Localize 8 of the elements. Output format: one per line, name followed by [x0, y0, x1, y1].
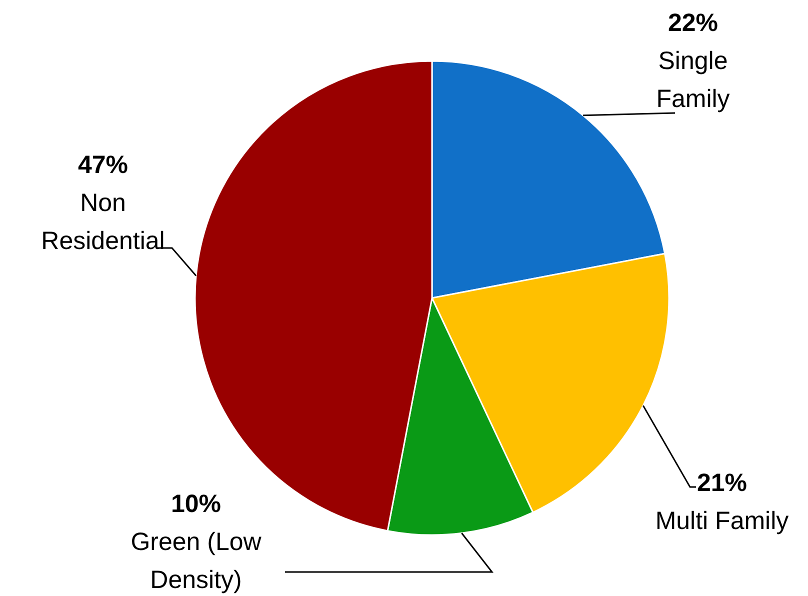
data-label: 47%: [78, 151, 128, 179]
slice-label: Single Family: [656, 47, 730, 113]
slice-label: Green (Low Density): [130, 528, 262, 594]
data-label: 10%: [170, 490, 222, 518]
data-label: 22%: [668, 9, 718, 37]
data-label: 21%: [696, 469, 748, 497]
slice-label: Non Residential: [41, 189, 165, 255]
slice-label: Multi Family: [655, 507, 790, 535]
